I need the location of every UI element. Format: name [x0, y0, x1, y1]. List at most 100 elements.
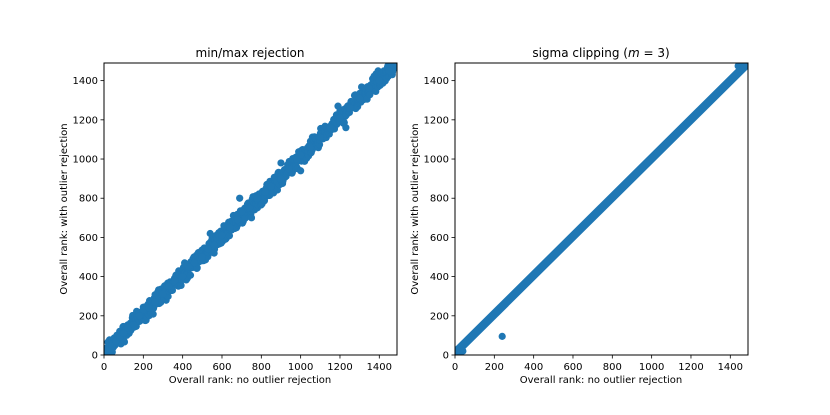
x-tick-label: 0	[101, 362, 107, 373]
data-point	[181, 259, 189, 267]
data-point	[151, 298, 159, 306]
data-point	[123, 323, 132, 332]
x-tick-label: 400	[524, 362, 543, 373]
x-tick-label: 200	[134, 362, 153, 373]
y-tick-label: 800	[79, 194, 98, 205]
data-point	[234, 216, 242, 224]
data-point	[129, 321, 138, 329]
x-tick-label: 600	[212, 362, 231, 373]
x-tick-label: 1000	[288, 362, 313, 373]
y-tick-label: 0	[92, 351, 98, 362]
data-point	[297, 167, 305, 175]
data-point	[198, 253, 206, 261]
y-tick-label: 1200	[73, 115, 98, 126]
data-point	[226, 224, 234, 232]
series-line	[455, 63, 748, 355]
data-point	[204, 245, 212, 253]
data-point	[393, 63, 397, 69]
data-point	[225, 232, 234, 240]
data-point	[159, 290, 167, 298]
x-tick-label: 1000	[639, 362, 664, 373]
data-point	[186, 271, 195, 279]
data-point	[210, 241, 218, 249]
x-tick-label: 1400	[367, 362, 392, 373]
data-point	[297, 151, 305, 159]
right-y-axis-label: Overall rank: with outlier rejection	[410, 123, 421, 294]
data-point	[342, 124, 350, 132]
data-point	[108, 342, 116, 350]
data-point	[306, 143, 315, 151]
data-point	[241, 214, 249, 222]
x-tick-label: 1200	[678, 362, 703, 373]
y-tick-label: 600	[430, 233, 449, 244]
data-point	[190, 259, 199, 267]
y-tick-label: 1400	[73, 76, 98, 87]
right-ticks: 0 200 400 600 800 1000 1200 1400 0 200 400 600 800 10…	[424, 76, 743, 373]
right-title-tail: = 3)	[640, 46, 670, 60]
data-point	[149, 310, 157, 318]
left-y-axis-label: Overall rank: with outlier rejection	[59, 123, 70, 294]
data-point	[135, 312, 143, 320]
y-tick-label: 600	[79, 233, 98, 244]
data-point	[165, 282, 173, 291]
right-plot-area	[455, 63, 748, 355]
x-tick-label: 1200	[327, 362, 352, 373]
data-point	[247, 214, 256, 222]
data-point	[179, 273, 187, 281]
data-point	[356, 94, 364, 102]
y-tick-label: 200	[430, 311, 449, 322]
left-ticks: 0 200 400 600 800 1000 1200 1400 0 200 400 600 800 10…	[73, 76, 392, 373]
data-point	[459, 347, 467, 355]
data-point	[277, 175, 285, 183]
x-tick-label: 600	[563, 362, 582, 373]
data-point	[261, 188, 269, 196]
data-point	[120, 329, 128, 338]
x-tick-label: 0	[452, 362, 458, 373]
x-tick-label: 400	[173, 362, 192, 373]
right-title-italic: m	[628, 46, 640, 60]
y-tick-label: 1000	[424, 155, 449, 166]
x-tick-label: 800	[252, 362, 271, 373]
data-point	[346, 104, 354, 112]
left-plot-area	[104, 63, 397, 355]
data-point	[177, 281, 185, 290]
y-tick-label: 400	[430, 272, 449, 283]
y-tick-label: 200	[79, 311, 98, 322]
y-tick-label: 400	[79, 272, 98, 283]
data-point	[245, 204, 254, 212]
y-tick-label: 1200	[424, 115, 449, 126]
data-point	[375, 77, 383, 85]
x-tick-label: 800	[603, 362, 622, 373]
data-point	[366, 91, 374, 99]
y-tick-label: 0	[443, 351, 449, 362]
data-point	[498, 332, 506, 340]
right-scatter-panel: sigma clipping (m = 3) 0 200 400 600 800 1000…	[410, 46, 749, 386]
data-point	[316, 133, 324, 142]
data-point	[218, 231, 226, 240]
data-point	[742, 63, 748, 69]
x-tick-label: 1400	[718, 362, 743, 373]
y-tick-label: 1400	[424, 76, 449, 87]
left-panel-title: min/max rejection	[196, 46, 305, 60]
data-point	[145, 304, 153, 312]
data-point	[171, 276, 179, 285]
data-point	[267, 182, 275, 191]
x-tick-label: 200	[485, 362, 504, 373]
right-title-plain: sigma clipping (	[532, 46, 628, 60]
right-panel-title: sigma clipping (m = 3)	[532, 46, 669, 60]
y-tick-label: 800	[430, 194, 449, 205]
right-x-axis-label: Overall rank: no outlier rejection	[520, 375, 682, 386]
left-scatter-panel: min/max rejection 0 200 400 600 800 1000 1200 1…	[59, 46, 398, 386]
y-tick-label: 1000	[73, 155, 98, 166]
data-point	[210, 249, 218, 257]
data-point	[120, 338, 129, 346]
data-point	[236, 194, 244, 202]
data-point	[285, 165, 293, 173]
data-point	[139, 306, 147, 314]
data-point	[385, 67, 393, 75]
data-point	[334, 102, 342, 110]
left-axes-frame	[103, 62, 398, 356]
right-axes-frame	[454, 62, 749, 356]
data-point	[326, 124, 334, 132]
